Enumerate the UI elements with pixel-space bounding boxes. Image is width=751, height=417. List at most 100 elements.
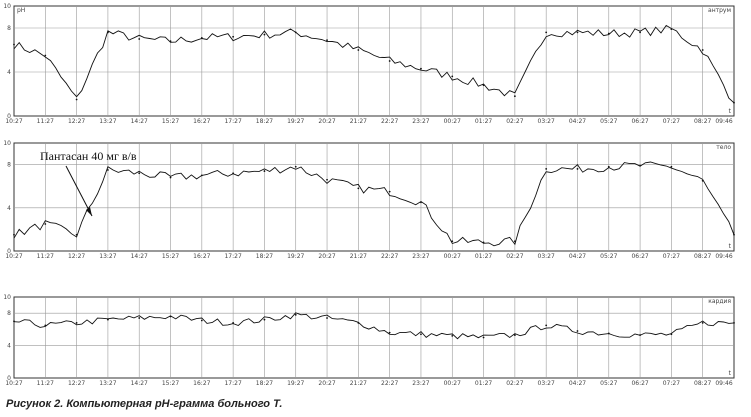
ph-data-point [263,33,266,36]
ph-data-point [576,168,579,170]
ph-data-point [138,38,141,40]
x-tick-label: 19:27 [287,118,304,125]
y-tick-label: 4 [7,205,11,212]
ph-series-line [13,161,735,247]
ph-data-point [138,172,141,175]
x-tick-label: 05:27 [600,118,617,125]
x-tick-label: 22:27 [381,118,398,125]
x-tick-label: 00:27 [444,253,461,260]
x-tick-label: 07:27 [663,118,680,125]
x-tick-label: 03:27 [538,253,555,260]
ph-data-point [357,322,360,324]
ph-data-point [75,233,78,236]
y-tick-label: 0 [7,375,11,382]
series-name-label: тело [716,144,731,151]
ph-data-point [733,322,735,324]
ph-panels: 10:27 11:27 12:27 13:27 14:27 15:27 16:27 17:27… [3,3,735,387]
x-tick-label: 19:27 [287,253,304,260]
y-tick-label: 10 [3,3,11,10]
ph-data-point [701,179,704,182]
ph-data-point [263,318,266,321]
ph-data-point [670,28,673,30]
x-unit-label: t [729,108,732,115]
ph-data-point [420,67,422,70]
ph-data-point [482,336,485,339]
ph-data-point [576,31,579,34]
ph-data-point [420,201,422,204]
ph-data-point [513,240,516,243]
ph-data-point [13,233,15,236]
x-tick-label: 02:27 [506,380,523,387]
ph-data-point [513,95,516,98]
ph-data-point [388,190,391,193]
ph-data-point [607,165,610,168]
ph-data-point [733,233,735,236]
x-tick-label: 09:46 [715,380,732,387]
drug-annotation: Пантасан 40 мг в/в [40,149,137,217]
ph-data-point [44,223,47,225]
ph-data-point [451,75,454,78]
x-tick-label: 11:27 [37,380,54,387]
ph-data-point [733,101,735,104]
x-tick-label: 13:27 [99,253,116,260]
ph-data-point [107,169,109,171]
ph-data-point [294,313,297,316]
x-tick-label: 14:27 [131,253,148,260]
x-tick-label: 17:27 [224,118,241,125]
ph-series-line [13,312,735,340]
x-tick-label: 18:27 [256,380,273,387]
ph-data-point [294,31,297,34]
x-tick-label: 03:27 [538,380,555,387]
x-tick-label: 23:27 [412,253,429,260]
y-tick-label: 8 [7,162,11,169]
ph-data-point [545,168,548,170]
x-tick-label: 14:27 [131,380,148,387]
x-tick-label: 17:27 [224,253,241,260]
x-tick-label: 08:27 [694,380,711,387]
ph-data-point [357,187,360,190]
x-unit-label: t [729,243,732,250]
figure-caption: Рисунок 2. Компьютерная pH-грамма больно… [6,398,283,410]
x-tick-label: 16:27 [193,253,210,260]
x-tick-label: 07:27 [663,380,680,387]
y-tick-label: 8 [7,310,11,317]
x-tick-label: 10:27 [5,253,22,260]
ph-data-point [200,37,203,39]
ph-data-point [138,317,141,319]
x-tick-label: 12:27 [68,253,85,260]
x-tick-label: 20:27 [318,380,335,387]
x-tick-label: 00:27 [444,380,461,387]
x-tick-label: 20:27 [318,253,335,260]
y-axis-label: pH [17,7,25,14]
x-tick-label: 02:27 [506,118,523,125]
ph-data-point [107,31,109,34]
ph-data-point [482,84,485,87]
x-tick-label: 19:27 [287,380,304,387]
x-tick-label: 22:27 [381,253,398,260]
x-tick-label: 06:27 [631,118,648,125]
x-tick-label: 02:27 [506,253,523,260]
chart-panel-3: 10:27 11:27 12:27 13:27 14:27 15:27 16:27 17:27… [3,294,735,387]
ph-data-point [639,334,641,336]
annotation-arrow [65,165,93,217]
y-tick-label: 4 [7,69,11,76]
y-tick-label: 10 [3,140,11,147]
x-tick-label: 04:27 [569,380,586,387]
ph-series-line [13,24,735,104]
x-tick-label: 10:27 [5,118,22,125]
chart-panel-1: 10:27 11:27 12:27 13:27 14:27 15:27 16:27 17:27… [3,3,735,125]
ph-data-point [639,31,641,34]
panel-frame [13,296,735,379]
ph-data-point [232,172,235,175]
x-tick-label: 21:27 [350,380,367,387]
series-name-label: антрум [708,7,731,14]
ph-data-point [232,322,235,324]
panel-frame [13,142,735,252]
x-tick-label: 04:27 [569,253,586,260]
x-tick-label: 09:46 [715,118,732,125]
ph-data-point [263,170,266,172]
panel-frame [13,5,735,117]
ph-data-point [388,60,391,62]
x-tick-label: 01:27 [475,253,492,260]
